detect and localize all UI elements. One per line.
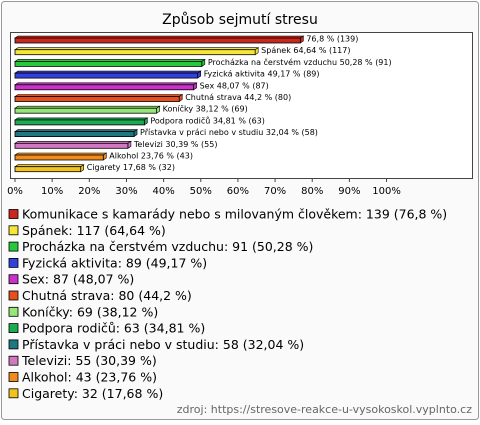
legend-swatch xyxy=(8,290,19,301)
legend-label: Komunikace s kamarády nebo s milovaným č… xyxy=(22,207,447,222)
bar xyxy=(14,166,82,173)
bar xyxy=(14,49,256,56)
value-label: Sex 48,07 % (87) xyxy=(200,81,269,90)
bar xyxy=(14,61,203,67)
legend-swatch xyxy=(8,355,19,366)
legend-swatch xyxy=(8,323,19,334)
x-tick-label: 10% xyxy=(41,186,63,197)
legend-label: Sex: 87 (48,07 %) xyxy=(22,272,134,287)
bar xyxy=(14,119,145,126)
x-tick-label: 40% xyxy=(153,186,175,197)
bar xyxy=(14,96,180,102)
value-label: Procházka na čerstvém vzduchu 50,28 % (9… xyxy=(208,57,392,67)
bar xyxy=(14,142,129,149)
x-tick-label: 20% xyxy=(78,186,100,197)
x-tick-label: 50% xyxy=(190,186,212,197)
legend-label: Televizi: 55 (30,39 %) xyxy=(21,353,157,368)
value-label: Koníčky 38,12 % (69) xyxy=(163,104,248,114)
bar xyxy=(14,37,301,44)
legend-label: Podpora rodičů: 63 (34,81 %) xyxy=(22,321,205,336)
value-label: Spánek 64,64 % (117) xyxy=(261,46,350,55)
bar xyxy=(14,131,135,138)
legend-label: Spánek: 117 (64,64 %) xyxy=(22,223,166,238)
legend-label: Alkohol: 43 (23,76 %) xyxy=(22,370,157,385)
source: zdroj: https://stresove-reakce-u-vysokos… xyxy=(177,403,472,416)
x-tick-label: 70% xyxy=(264,186,286,197)
value-label: 76,8 % (139) xyxy=(306,35,358,44)
bar xyxy=(14,84,195,91)
x-tick-label: 0% xyxy=(7,186,23,197)
legend-swatch xyxy=(8,257,19,268)
legend-label: Přístavka v práci nebo v studiu: 58 (32,… xyxy=(22,337,304,352)
value-label: Cigarety 17,68 % (32) xyxy=(87,163,175,172)
legend-swatch xyxy=(8,388,19,399)
value-label: Chutná strava 44,2 % (80) xyxy=(185,93,291,102)
value-label: Fyzická aktivita 49,17 % (89) xyxy=(204,70,320,79)
legend-swatch xyxy=(8,209,19,219)
x-tick-label: 30% xyxy=(115,186,137,197)
bar xyxy=(14,107,158,114)
value-label: Přístavka v práci nebo v studiu 32,04 % … xyxy=(140,128,318,137)
value-label: Podpora rodičů 34,81 % (63) xyxy=(150,115,265,125)
bar xyxy=(14,72,199,79)
x-tick-label: 80% xyxy=(301,186,323,197)
legend-swatch xyxy=(8,274,19,285)
x-tick-label: 60% xyxy=(227,186,249,197)
x-tick-label: 90% xyxy=(338,186,360,197)
bar xyxy=(14,154,104,161)
x-tick-label: 100% xyxy=(372,186,401,197)
chart-title: Způsob sejmutí stresu xyxy=(162,12,318,28)
value-label: Alkohol 23,76 % (43) xyxy=(109,152,193,161)
legend-label: Chutná strava: 80 (44,2 %) xyxy=(22,288,192,303)
legend-swatch xyxy=(8,339,19,350)
legend-label: Cigarety: 32 (17,68 %) xyxy=(22,386,163,401)
legend-swatch xyxy=(8,306,19,317)
legend-label: Koníčky: 69 (38,12 %) xyxy=(22,304,158,319)
legend-swatch xyxy=(8,372,19,382)
legend-swatch xyxy=(8,225,19,236)
legend-label: Fyzická aktivita: 89 (49,17 %) xyxy=(22,255,207,270)
legend-label: Procházka na čerstvém vzduchu: 91 (50,28… xyxy=(22,239,313,254)
value-label: Televizi 30,39 % (55) xyxy=(133,140,218,149)
legend-swatch xyxy=(8,241,19,252)
